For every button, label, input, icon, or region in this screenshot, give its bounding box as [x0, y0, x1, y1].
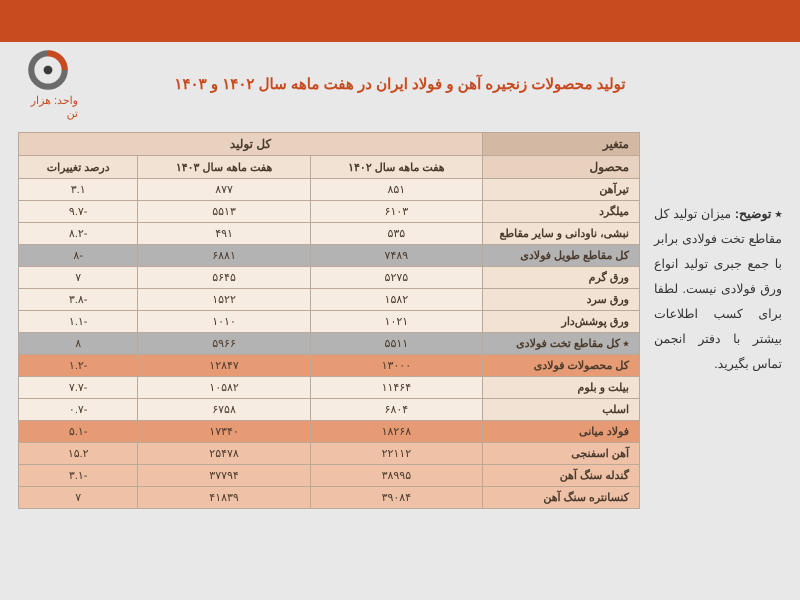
cell-1402: ۵۲۷۵ [310, 267, 482, 289]
cell-1402: ۱۸۲۶۸ [310, 421, 482, 443]
cell-pct: ۱۵.۲ [19, 443, 138, 465]
cell-pct: -۹.۷ [19, 201, 138, 223]
logo-icon [26, 48, 70, 92]
side-note-text: میزان تولید کل مقاطع تخت فولادی برابر با… [654, 207, 782, 371]
cell-1402: ۸۵۱ [310, 179, 482, 201]
header-row: تولید محصولات زنجیره آهن و فولاد ایران د… [0, 42, 800, 124]
cell-1403: ۱۵۲۲ [138, 289, 310, 311]
table-row: گندله سنگ آهن ۳۸۹۹۵ ۳۷۷۹۴ -۳.۱ [19, 465, 640, 487]
production-table: متغیر کل تولید محصول هفت ماهه سال ۱۴۰۲ ه… [18, 132, 640, 509]
cell-pct: ۷ [19, 267, 138, 289]
cell-1403: ۴۱۸۳۹ [138, 487, 310, 509]
cell-pct: ۸ [19, 333, 138, 355]
cell-1403: ۳۷۷۹۴ [138, 465, 310, 487]
table-row: ورق گرم ۵۲۷۵ ۵۶۴۵ ۷ [19, 267, 640, 289]
cell-pct: -۰.۷ [19, 399, 138, 421]
cell-product: فولاد میانی [483, 421, 640, 443]
table-row: کل محصولات فولادی ۱۳۰۰۰ ۱۲۸۴۷ -۱.۲ [19, 355, 640, 377]
cell-1402: ۶۸۰۴ [310, 399, 482, 421]
cell-product: نبشی، ناودانی و سایر مقاطع [483, 223, 640, 245]
cell-1403: ۵۶۴۵ [138, 267, 310, 289]
cell-pct: ۷ [19, 487, 138, 509]
table-row: ورق سرد ۱۵۸۲ ۱۵۲۲ -۳.۸ [19, 289, 640, 311]
cell-1402: ۷۴۸۹ [310, 245, 482, 267]
main-area: ٭ توضیح: میزان تولید کل مقاطع تخت فولادی… [0, 124, 800, 509]
table-row: ورق پوشش‌دار ۱۰۲۱ ۱۰۱۰ -۱.۱ [19, 311, 640, 333]
table-row: نبشی، ناودانی و سایر مقاطع ۵۳۵ ۴۹۱ -۸.۲ [19, 223, 640, 245]
cell-1402: ۵۳۵ [310, 223, 482, 245]
cell-product: کل محصولات فولادی [483, 355, 640, 377]
table-row: میلگرد ۶۱۰۳ ۵۵۱۳ -۹.۷ [19, 201, 640, 223]
cell-product: تیرآهن [483, 179, 640, 201]
cell-1402: ۱۵۸۲ [310, 289, 482, 311]
cell-1402: ۶۱۰۳ [310, 201, 482, 223]
table-row: کل مقاطع طویل فولادی ۷۴۸۹ ۶۸۸۱ -۸ [19, 245, 640, 267]
table-row: فولاد میانی ۱۸۲۶۸ ۱۷۳۴۰ -۵.۱ [19, 421, 640, 443]
cell-product: ورق پوشش‌دار [483, 311, 640, 333]
cell-pct: -۳.۸ [19, 289, 138, 311]
cell-1403: ۴۹۱ [138, 223, 310, 245]
cell-product: اسلب [483, 399, 640, 421]
cell-1403: ۱۰۱۰ [138, 311, 310, 333]
cell-1402: ۱۱۴۶۴ [310, 377, 482, 399]
cell-pct: -۳.۱ [19, 465, 138, 487]
cell-1403: ۵۵۱۳ [138, 201, 310, 223]
cell-1402: ۵۵۱۱ [310, 333, 482, 355]
side-note: ٭ توضیح: میزان تولید کل مقاطع تخت فولادی… [654, 132, 782, 509]
table-row: کنسانتره سنگ آهن ۳۹۰۸۴ ۴۱۸۳۹ ۷ [19, 487, 640, 509]
table-row: بیلت و بلوم ۱۱۴۶۴ ۱۰۵۸۲ -۷.۷ [19, 377, 640, 399]
cell-product: آهن اسفنجی [483, 443, 640, 465]
cell-pct: -۷.۷ [19, 377, 138, 399]
cell-1402: ۱۳۰۰۰ [310, 355, 482, 377]
cell-1403: ۲۵۴۷۸ [138, 443, 310, 465]
cell-pct: -۸.۲ [19, 223, 138, 245]
unit-label: واحد: هزار تن [18, 94, 78, 120]
cell-1402: ۱۰۲۱ [310, 311, 482, 333]
top-bar [0, 0, 800, 42]
cell-1403: ۱۷۳۴۰ [138, 421, 310, 443]
cell-1402: ۳۸۹۹۵ [310, 465, 482, 487]
table-row: ٭ کل مقاطع تخت فولادی ۵۵۱۱ ۵۹۶۶ ۸ [19, 333, 640, 355]
cell-product: ٭ کل مقاطع تخت فولادی [483, 333, 640, 355]
cell-pct: -۱.۲ [19, 355, 138, 377]
side-note-label: ٭ توضیح: [735, 207, 782, 221]
cell-product: کنسانتره سنگ آهن [483, 487, 640, 509]
cell-product: کل مقاطع طویل فولادی [483, 245, 640, 267]
cell-1403: ۶۷۵۸ [138, 399, 310, 421]
page-title: تولید محصولات زنجیره آهن و فولاد ایران د… [78, 75, 722, 93]
cell-product: ورق گرم [483, 267, 640, 289]
cell-1403: ۵۹۶۶ [138, 333, 310, 355]
cell-1403: ۱۲۸۴۷ [138, 355, 310, 377]
cell-pct: -۸ [19, 245, 138, 267]
table-body: تیرآهن ۸۵۱ ۸۷۷ ۳.۱ میلگرد ۶۱۰۳ ۵۵۱۳ -۹.۷… [19, 179, 640, 509]
cell-1402: ۳۹۰۸۴ [310, 487, 482, 509]
cell-pct: -۵.۱ [19, 421, 138, 443]
cell-product: میلگرد [483, 201, 640, 223]
cell-1403: ۸۷۷ [138, 179, 310, 201]
cell-pct: -۱.۱ [19, 311, 138, 333]
table-row: تیرآهن ۸۵۱ ۸۷۷ ۳.۱ [19, 179, 640, 201]
cell-product: بیلت و بلوم [483, 377, 640, 399]
production-table-wrap: متغیر کل تولید محصول هفت ماهه سال ۱۴۰۲ ه… [18, 132, 640, 509]
cell-1402: ۲۲۱۱۲ [310, 443, 482, 465]
cell-product: گندله سنگ آهن [483, 465, 640, 487]
cell-product: ورق سرد [483, 289, 640, 311]
cell-1403: ۶۸۸۱ [138, 245, 310, 267]
table-row: اسلب ۶۸۰۴ ۶۷۵۸ -۰.۷ [19, 399, 640, 421]
logo-wrap: واحد: هزار تن [18, 48, 78, 120]
cell-1403: ۱۰۵۸۲ [138, 377, 310, 399]
cell-pct: ۳.۱ [19, 179, 138, 201]
table-row: آهن اسفنجی ۲۲۱۱۲ ۲۵۴۷۸ ۱۵.۲ [19, 443, 640, 465]
